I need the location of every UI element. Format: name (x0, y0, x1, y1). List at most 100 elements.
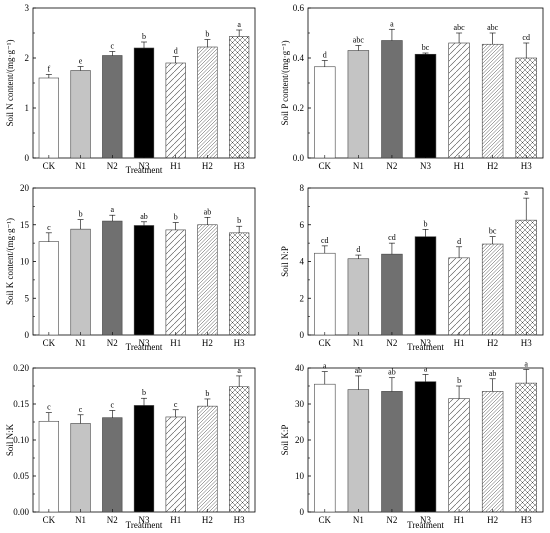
significance-letter: abc (487, 23, 499, 32)
y-axis-label: Soil K:P (280, 425, 290, 456)
bar-n3 (133, 225, 155, 336)
x-tick-label: N3 (420, 161, 431, 171)
x-tick-label: H1 (170, 338, 181, 348)
significance-letter: d (457, 237, 461, 246)
x-tick-label: H2 (202, 161, 213, 171)
significance-letter: b (205, 30, 209, 39)
significance-letter: abc (454, 23, 466, 32)
significance-letter: ab (388, 368, 396, 377)
y-tick-label: 0.05 (13, 471, 29, 481)
bar-n2 (381, 253, 403, 336)
y-tick-label: 2 (25, 53, 30, 63)
x-tick-label: CK (319, 515, 332, 525)
significance-letter: bc (489, 227, 497, 236)
y-tick-label: 8 (300, 183, 305, 193)
bar-ck (314, 66, 336, 159)
x-tick-label: H1 (170, 161, 181, 171)
x-tick-label: N3 (139, 338, 150, 348)
significance-letter: a (237, 20, 241, 29)
x-tick-label: H2 (202, 338, 213, 348)
x-tick-label: H2 (202, 515, 213, 525)
significance-letter: b (424, 219, 428, 228)
significance-letter: d (356, 245, 360, 254)
bar-n3 (414, 236, 437, 336)
y-tick-label: 5 (25, 293, 30, 303)
significance-letter: c (47, 223, 51, 232)
x-tick-label: N1 (353, 515, 364, 525)
significance-letter: ab (489, 369, 497, 378)
x-tick-label: CK (43, 161, 56, 171)
bar-n2 (102, 417, 123, 513)
x-tick-label: H3 (521, 338, 532, 348)
bar-h2 (197, 224, 218, 336)
significance-letter: b (237, 216, 241, 225)
x-axis-label: Treatment (126, 165, 163, 175)
bar-n2 (102, 220, 123, 336)
significance-letter: b (142, 32, 146, 41)
bar-h3 (515, 57, 537, 159)
significance-letter: a (524, 359, 528, 368)
chart-panel-1: 0 1 2 3 Soil N content/(mg·g⁻¹) f CK e N1 c N2 b N3 d… (5, 3, 256, 175)
bar-h3 (229, 386, 250, 513)
x-tick-label: H3 (234, 338, 245, 348)
bar-n1 (70, 70, 91, 159)
y-axis-label: Soil P content/(mg·g⁻¹) (280, 40, 290, 125)
x-tick-label: H1 (454, 515, 465, 525)
significance-letter: ab (355, 366, 363, 375)
significance-letter: d (174, 47, 178, 56)
x-tick-label: N3 (420, 515, 431, 525)
significance-letter: b (457, 376, 461, 385)
x-tick-label: H3 (521, 515, 532, 525)
significance-letter: c (111, 42, 115, 51)
x-tick-label: CK (43, 515, 56, 525)
y-tick-label: 0.6 (293, 3, 305, 13)
bar-h2 (481, 391, 504, 513)
x-axis-label: Treatment (407, 342, 444, 352)
y-tick-label: 0 (25, 153, 30, 163)
significance-letter: e (79, 57, 83, 66)
x-tick-label: N2 (107, 515, 118, 525)
significance-letter: a (424, 364, 428, 373)
bar-h3 (515, 219, 537, 336)
x-tick-label: CK (319, 161, 332, 171)
x-axis-label: Treatment (407, 520, 444, 530)
x-tick-label: N1 (75, 161, 86, 171)
significance-letter: a (524, 188, 528, 197)
bar-ck (38, 77, 59, 159)
significance-letter: bc (422, 43, 430, 52)
bar-n2 (102, 55, 123, 159)
bar-h3 (515, 382, 537, 513)
bar-h2 (481, 43, 504, 159)
x-tick-label: N3 (420, 338, 431, 348)
x-tick-label: N1 (75, 338, 86, 348)
y-tick-label: 3 (25, 3, 30, 13)
x-tick-label: H2 (487, 338, 498, 348)
significance-letter: c (174, 400, 178, 409)
bar-n1 (70, 423, 91, 513)
x-tick-label: N3 (139, 161, 150, 171)
y-tick-label: 2 (300, 293, 305, 303)
bar-n2 (381, 40, 403, 159)
y-tick-label: 0.10 (13, 435, 29, 445)
x-tick-label: N3 (139, 515, 150, 525)
significance-letter: b (205, 389, 209, 398)
significance-letter: c (111, 400, 115, 409)
x-tick-label: H1 (454, 161, 465, 171)
x-tick-label: H1 (170, 515, 181, 525)
x-tick-label: N2 (386, 515, 397, 525)
significance-letter: a (111, 205, 115, 214)
significance-letter: b (79, 210, 83, 219)
x-tick-label: N2 (107, 338, 118, 348)
chart-panel-6: 0 10 20 30 40 Soil K:P a CK ab N1 ab N2 a N3 b H1 ab H2 a H… (280, 359, 544, 530)
bar-h2 (481, 243, 504, 336)
bar-h2 (197, 46, 218, 159)
y-tick-label: 0.4 (293, 53, 305, 63)
x-tick-label: N1 (353, 338, 364, 348)
significance-letter: b (142, 388, 146, 397)
y-tick-label: 0 (300, 330, 305, 340)
bar-ck (314, 383, 336, 513)
significance-letter: a (390, 19, 394, 28)
significance-letter: f (48, 65, 51, 74)
